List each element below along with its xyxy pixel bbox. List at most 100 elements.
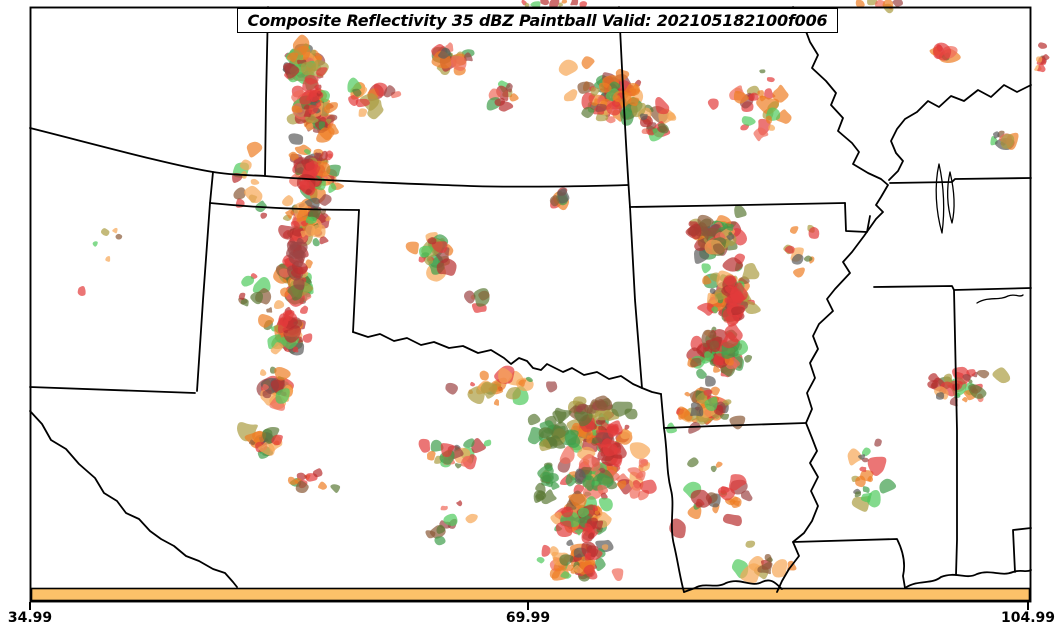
new-mexico-texas-border [196, 202, 211, 392]
paintball-blob-light-orange [105, 256, 111, 262]
paintball-blob-red [613, 447, 622, 455]
paintball-blob-light-orange [358, 108, 368, 117]
tennessee-river [976, 294, 1024, 304]
paintball-blob-dark-red [278, 224, 294, 240]
paintball-blob-brown [577, 81, 595, 94]
paintball-blob-dark-red [587, 532, 595, 539]
paintball-blob-dark-red [685, 223, 702, 240]
rio-grande [29, 410, 238, 588]
paintball-blob-orange [961, 397, 968, 403]
paintball-blob-dark-red [319, 236, 329, 245]
paintball-blob-orange [493, 398, 500, 406]
paintball-blob-orange [855, 0, 865, 8]
paintball-blob-orange [479, 370, 489, 381]
paintball-blob-maroon [291, 249, 304, 262]
axis-tick-marks [29, 602, 1029, 610]
paintball-blob-brown [248, 439, 256, 446]
paintball-blob-orange [318, 481, 327, 490]
colorado-kansas-border [264, 6, 269, 177]
paintball-blob-red [299, 89, 314, 105]
paintball-blob-orange [757, 90, 764, 98]
plot-frame [29, 6, 1032, 603]
paintball-blob-red [300, 305, 309, 314]
paintball-blob-orange [568, 493, 587, 510]
paintball-blob-light-orange [325, 215, 332, 222]
paintball-blob-green [696, 368, 707, 379]
paintball-blob-red [859, 466, 867, 472]
paintball-blob-maroon [740, 490, 753, 502]
paintball-blob-light-orange [258, 441, 275, 456]
paintball-blob-light-orange [601, 544, 609, 551]
paintball-blob-orange [678, 407, 693, 422]
paintball-blob-dark-green [538, 427, 553, 439]
paintball-blob-dark-red [927, 379, 939, 389]
paintball-blob-orange [285, 209, 295, 219]
paintball-blob-olive [590, 86, 600, 97]
paintball-blob-orange [561, 0, 568, 4]
paintball-blob-orange [710, 386, 720, 396]
paintball-blob-dark-red [283, 325, 302, 343]
paintball-blob-dark-green [436, 524, 446, 534]
paintball-blob-brown [266, 307, 273, 313]
paintball-blob-orange [628, 97, 640, 107]
paintball-blob-olive [745, 540, 756, 548]
paintball-blob-green [525, 376, 533, 383]
arkansas-louisiana-border [663, 422, 807, 429]
paintball-blob-orange [323, 102, 339, 114]
paintball-blob-maroon [262, 389, 272, 399]
paintball-blob-maroon [296, 237, 304, 245]
paintball-blob-salmon [488, 88, 501, 101]
paintball-blob-light-orange [311, 224, 326, 239]
paintball-blob-salmon [874, 0, 886, 9]
paintball-blob-light-orange [740, 563, 762, 584]
paintball-blob-red [308, 104, 319, 115]
paintball-blob-gray [690, 402, 704, 417]
paintball-blob-salmon [262, 384, 269, 391]
paintball-blob-dark-red [303, 104, 311, 110]
axis-tick-label: 34.99 [8, 610, 52, 626]
paintball-blob-green [879, 478, 897, 494]
paintball-blob-olive [696, 392, 708, 404]
paintball-blob-dark-green [719, 413, 730, 420]
paintball-blob-dark-green [535, 491, 545, 500]
paintball-blob-dark-green [803, 255, 813, 262]
paintball-blob-dark-red [471, 437, 487, 453]
paintball-blob-salmon [629, 483, 641, 499]
paintball-blob-light-orange [771, 559, 788, 578]
paintball-blob-red [278, 313, 290, 328]
paintball-blob-green [862, 486, 870, 494]
paintball-blob-dark-green [744, 354, 753, 363]
paintball-blob-salmon [460, 455, 473, 468]
paintball-blob-red [764, 88, 776, 100]
texas-arkansas-border [660, 393, 665, 429]
paintball-blob-orange [426, 450, 436, 461]
paintball-blob-orange [405, 241, 419, 255]
paintball-blob-orange [765, 115, 772, 124]
paintball-blob-light-green [347, 77, 362, 93]
paintball-blob-gray [438, 47, 451, 59]
paintball-blob-light-orange [250, 178, 260, 185]
paintball-blob-maroon [962, 374, 972, 381]
paintball-blob-salmon [627, 467, 644, 479]
paintball-blob-brown [233, 187, 246, 200]
paintball-blob-light-orange [259, 369, 267, 376]
paintball-blob-brown [977, 369, 990, 379]
paintball-blob-dark-green [611, 401, 633, 417]
paintball-blob-dark-green [552, 410, 567, 424]
paintball-blob-red [584, 554, 592, 561]
paintball-blob-maroon [575, 406, 583, 413]
paintball-blob-gray [726, 232, 735, 241]
paintball-blob-salmon [440, 505, 448, 511]
alabama-florida-border [1012, 527, 1032, 573]
paintball-blob-salmon [611, 568, 624, 582]
paintball-blob-orange [702, 275, 712, 285]
paintball-blob-gray [557, 188, 570, 204]
paintball-blob-brown [690, 357, 702, 368]
paintball-blob-orange [713, 364, 721, 373]
paintball-blob-dark-green [687, 457, 699, 468]
paintball-blob-maroon [463, 290, 476, 304]
paintball-blob-olive [742, 263, 760, 280]
paintball-blob-light-green [711, 306, 718, 314]
